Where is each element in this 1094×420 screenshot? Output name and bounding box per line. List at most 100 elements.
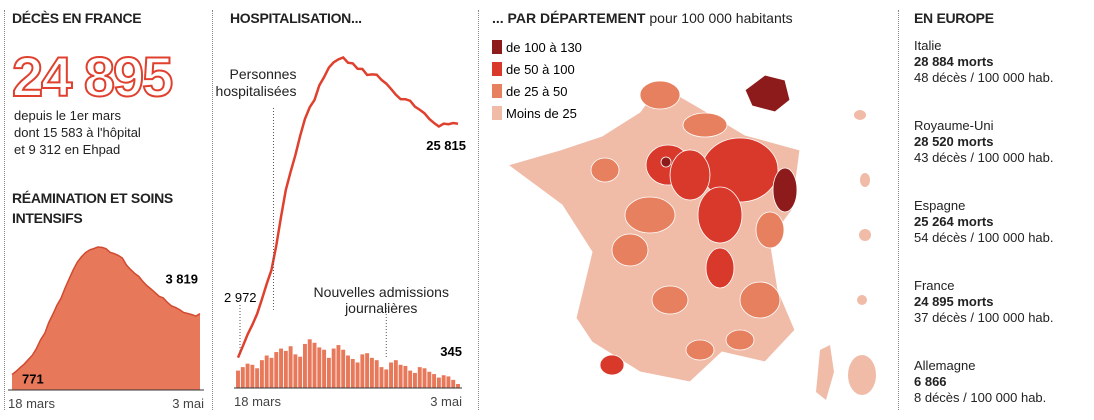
bar — [255, 368, 260, 388]
bar — [365, 353, 370, 388]
legend-label: Moins de 25 — [506, 106, 577, 121]
section-title: RÉAMINATION ET SOINS INTENSIFS — [12, 190, 173, 226]
map-overseas — [854, 110, 866, 120]
legend-label: de 50 à 100 — [506, 62, 575, 77]
value-label: 345 — [440, 344, 462, 359]
bar — [422, 368, 427, 388]
map-region — [660, 156, 672, 168]
series-annotation: Personnes hospitalisées — [215, 66, 297, 99]
separator — [4, 10, 5, 410]
bar — [393, 360, 398, 388]
map-title-row: ... PAR DÉPARTEMENT pour 100 000 habitan… — [492, 10, 793, 26]
country-rate: 48 décès / 100 000 hab. — [914, 70, 1054, 85]
country-rate: 8 décès / 100 000 hab. — [914, 390, 1047, 405]
bar — [302, 343, 307, 388]
country-rate: 43 décès / 100 000 hab. — [914, 150, 1054, 165]
bar — [441, 375, 446, 388]
separator — [478, 10, 479, 410]
map-region — [739, 281, 781, 319]
bar — [240, 367, 245, 388]
bar — [326, 357, 331, 388]
bar — [417, 367, 422, 388]
area — [12, 247, 200, 390]
bar — [250, 364, 255, 388]
total-deaths: 24 895 — [11, 44, 174, 109]
bar — [436, 377, 441, 388]
legend-swatch — [492, 62, 502, 76]
area-edge — [11, 246, 201, 376]
country-rate: 37 décès / 100 000 hab. — [914, 310, 1054, 325]
map-region — [725, 329, 755, 351]
map-overseas — [848, 355, 876, 395]
bar — [336, 345, 341, 388]
value-label: 2 972 — [224, 290, 257, 305]
bar — [298, 356, 303, 388]
map-region — [611, 233, 649, 267]
value-label: 771 — [22, 372, 44, 387]
bar — [331, 348, 336, 388]
map-region — [697, 186, 743, 244]
bar — [350, 359, 355, 388]
country-name: Espagne — [914, 198, 966, 213]
bar — [403, 365, 408, 388]
map-region — [755, 211, 785, 249]
map-overseas — [860, 173, 870, 187]
bar — [236, 370, 240, 388]
map-region — [624, 196, 676, 234]
bar — [384, 369, 389, 388]
x-tick-label: 3 mai — [172, 396, 204, 411]
map-subtitle: pour 100 000 habitants — [649, 10, 793, 26]
country-deaths: 25 264 morts — [914, 214, 994, 229]
map-region — [682, 112, 728, 138]
legend-label: de 100 à 130 — [506, 40, 582, 55]
map-region — [639, 80, 681, 110]
country-rate: 54 décès / 100 000 hab. — [914, 230, 1054, 245]
line — [236, 56, 459, 359]
bar — [398, 364, 403, 388]
map-overseas — [859, 229, 871, 241]
legend-label: de 25 à 50 — [506, 84, 567, 99]
map-region — [669, 149, 711, 201]
country-deaths: 24 895 morts — [914, 294, 994, 309]
x-tick-label: 3 mai — [430, 394, 462, 409]
map-region — [705, 247, 735, 289]
bar — [307, 339, 312, 388]
bar — [374, 360, 379, 388]
bar — [341, 349, 346, 388]
map-region — [685, 339, 715, 361]
country-name: Italie — [914, 38, 942, 53]
country-name: Royaume-Uni — [914, 118, 994, 133]
country-deaths: 28 884 morts — [914, 54, 994, 69]
bar — [355, 362, 360, 388]
bar — [312, 342, 317, 388]
legend-swatch — [492, 40, 502, 54]
series-annotation: Nouvelles admissions journalières — [313, 284, 449, 316]
bar — [408, 370, 413, 388]
panel-title: HOSPITALISATION... — [230, 10, 362, 26]
bar — [456, 383, 460, 388]
country-deaths: 28 520 morts — [914, 134, 994, 149]
country-name: France — [914, 278, 955, 293]
note: dont 15 583 à l'hôpital — [14, 125, 141, 140]
bar — [451, 379, 456, 388]
bar — [432, 374, 437, 388]
legend-swatch — [492, 84, 502, 98]
value-label: 3 819 — [165, 272, 198, 287]
country-deaths: 6 866 — [914, 374, 947, 389]
note: depuis le 1er mars — [14, 108, 121, 123]
bar — [317, 347, 322, 388]
map-region — [599, 354, 625, 376]
bar — [269, 357, 274, 388]
panel-title: EN EUROPE — [914, 10, 994, 26]
map-region — [772, 167, 798, 213]
map-region — [651, 285, 689, 315]
bar — [245, 363, 250, 388]
bar — [346, 355, 350, 388]
bar — [389, 362, 394, 388]
bar — [288, 346, 293, 388]
value-label: 25 815 — [426, 138, 466, 153]
bar — [379, 367, 384, 388]
country-name: Allemagne — [914, 358, 976, 373]
bar — [279, 348, 284, 388]
